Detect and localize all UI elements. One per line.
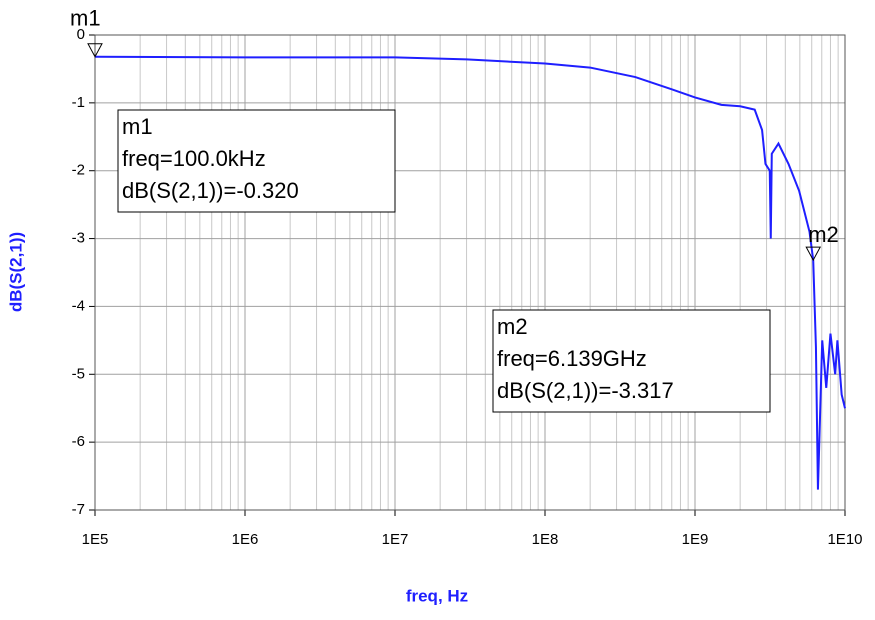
y-tick-label: 0 [77, 26, 85, 43]
x-tick-label: 1E8 [532, 531, 559, 548]
marker-triangle [87, 43, 103, 58]
y-tick-label: -3 [72, 230, 85, 247]
x-tick-label: 1E9 [682, 531, 709, 548]
data-line [94, 55, 846, 490]
marker-readout: freq=6.139GHz [497, 346, 647, 371]
marker-box [117, 109, 396, 213]
marker-readout: freq=100.0kHz [122, 146, 266, 171]
y-tick-label: -6 [72, 433, 85, 450]
y-tick-label: -1 [72, 94, 85, 111]
x-tick-label: 1E7 [382, 531, 409, 548]
x-tick-label: 1E5 [82, 531, 109, 548]
y-axis-title: dB(S(2,1)) [6, 232, 25, 312]
x-axis-title: freq, Hz [406, 586, 468, 605]
plot-frame [94, 34, 846, 511]
marker-name: m2 [808, 222, 839, 247]
marker-triangle [805, 246, 822, 262]
y-tick-label: -2 [72, 162, 85, 179]
marker-readout: dB(S(2,1))=-0.320 [122, 178, 299, 203]
marker-readout: dB(S(2,1))=-3.317 [497, 378, 674, 403]
marker-name: m1 [70, 6, 101, 31]
marker-title: m1 [122, 114, 153, 139]
x-tick-label: 1E10 [827, 531, 862, 548]
y-tick-label: -4 [72, 297, 85, 314]
x-tick-label: 1E6 [232, 531, 259, 548]
y-tick-label: -7 [72, 501, 85, 518]
y-tick-label: -5 [72, 365, 85, 382]
marker-box [492, 309, 771, 413]
marker-title: m2 [497, 314, 528, 339]
